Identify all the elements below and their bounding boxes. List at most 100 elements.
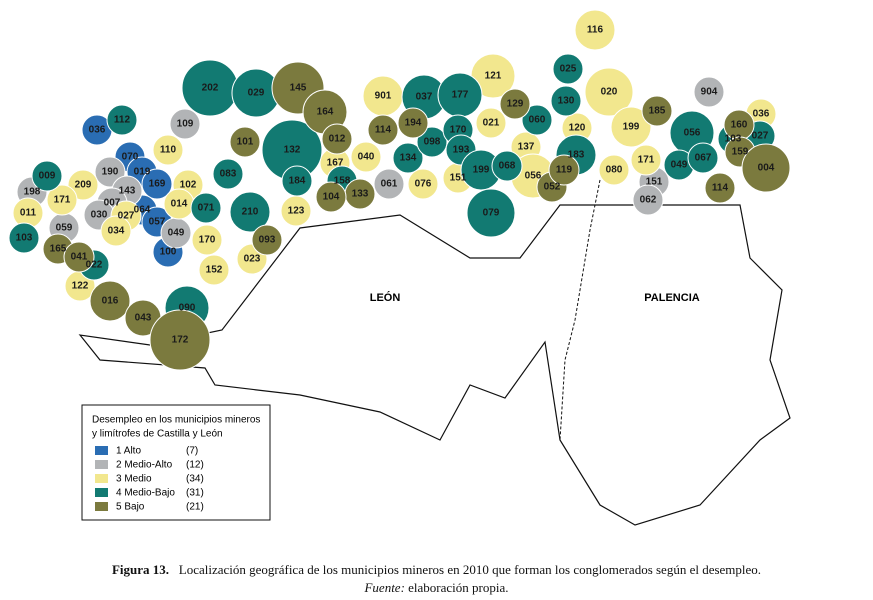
municipality-code: 056 bbox=[684, 128, 701, 139]
legend-count: (31) bbox=[186, 488, 204, 499]
municipality-code: 164 bbox=[317, 107, 334, 118]
municipality bbox=[687, 142, 719, 174]
municipality-code: 194 bbox=[405, 118, 422, 129]
municipality-code: 129 bbox=[507, 99, 524, 110]
municipality-code: 901 bbox=[375, 91, 392, 102]
municipality-code: 083 bbox=[220, 169, 237, 180]
municipality bbox=[321, 123, 353, 155]
municipality-code: 143 bbox=[119, 186, 136, 197]
municipality-code: 049 bbox=[168, 228, 185, 239]
municipality-code: 057 bbox=[149, 217, 166, 228]
legend-swatch bbox=[95, 460, 108, 469]
municipality-code: 198 bbox=[24, 187, 41, 198]
municipality-code: 119 bbox=[556, 165, 573, 176]
municipality bbox=[550, 85, 582, 117]
municipality bbox=[367, 114, 399, 146]
municipality-code: 007 bbox=[104, 198, 121, 209]
municipality-code: 100 bbox=[160, 247, 177, 258]
municipality-code: 067 bbox=[695, 153, 712, 164]
municipality bbox=[89, 280, 131, 322]
municipality-code: 210 bbox=[242, 207, 259, 218]
municipality-code: 036 bbox=[89, 125, 106, 136]
caption-label: Figura 13. bbox=[111, 562, 169, 577]
municipality bbox=[63, 241, 95, 273]
region-label: LEÓN bbox=[370, 291, 401, 304]
municipality-code: 193 bbox=[453, 145, 470, 156]
legend-count: (34) bbox=[186, 474, 204, 485]
municipality bbox=[641, 95, 673, 127]
municipality-code: 059 bbox=[56, 223, 73, 234]
municipality-code: 133 bbox=[352, 189, 369, 200]
municipality-code: 064 bbox=[134, 205, 151, 216]
municipality-code: 130 bbox=[558, 96, 575, 107]
municipality bbox=[141, 168, 173, 200]
municipality-code: 016 bbox=[102, 296, 119, 307]
municipality bbox=[46, 184, 78, 216]
municipality-code: 034 bbox=[108, 226, 125, 237]
municipality-code: 199 bbox=[473, 165, 490, 176]
municipality-code: 171 bbox=[638, 155, 655, 166]
municipality-code: 184 bbox=[289, 176, 306, 187]
municipality-code: 049 bbox=[671, 160, 688, 171]
municipality bbox=[548, 154, 580, 186]
municipality bbox=[212, 158, 244, 190]
municipality-code: 056 bbox=[525, 171, 542, 182]
municipality-code: 183 bbox=[568, 150, 585, 161]
municipality-code: 030 bbox=[91, 210, 108, 221]
municipality bbox=[574, 9, 616, 51]
municipality-code: 020 bbox=[601, 87, 618, 98]
municipality bbox=[704, 172, 736, 204]
municipality bbox=[598, 154, 630, 186]
municipality bbox=[149, 309, 211, 371]
municipality-code: 165 bbox=[50, 244, 67, 255]
municipality bbox=[584, 67, 634, 117]
municipality bbox=[407, 168, 439, 200]
municipality bbox=[315, 181, 347, 213]
municipality bbox=[31, 160, 63, 192]
municipality-code: 185 bbox=[649, 106, 666, 117]
municipality bbox=[198, 254, 230, 286]
municipality-code: 202 bbox=[202, 83, 219, 94]
municipality bbox=[632, 184, 664, 216]
municipality-code: 043 bbox=[135, 313, 152, 324]
legend-box bbox=[81, 404, 271, 521]
municipality bbox=[499, 88, 531, 120]
municipality-code: 121 bbox=[485, 71, 502, 82]
municipality-code: 160 bbox=[731, 120, 748, 131]
legend-label: 5 Bajo bbox=[116, 502, 145, 513]
municipality-code: 027 bbox=[752, 131, 769, 142]
legend-title: Desempleo en los municipios mineros bbox=[92, 415, 260, 426]
municipality-code: 120 bbox=[569, 123, 586, 134]
municipality-code: 190 bbox=[102, 167, 119, 178]
legend-count: (7) bbox=[186, 446, 198, 457]
municipality-code: 114 bbox=[712, 183, 729, 194]
municipality-code: 114 bbox=[375, 125, 392, 136]
municipality-code: 004 bbox=[758, 163, 775, 174]
municipality bbox=[152, 134, 184, 166]
municipality-code: 060 bbox=[529, 115, 546, 126]
municipality-code: 062 bbox=[640, 195, 657, 206]
municipality bbox=[373, 168, 405, 200]
municipality-code: 011 bbox=[20, 208, 37, 219]
municipality-code: 021 bbox=[483, 118, 500, 129]
legend-count: (12) bbox=[186, 460, 204, 471]
municipality-code: 151 bbox=[450, 173, 467, 184]
municipality-code: 151 bbox=[646, 177, 663, 188]
municipality-code: 145 bbox=[290, 83, 307, 94]
legend-swatch bbox=[95, 446, 108, 455]
municipality-code: 112 bbox=[114, 115, 131, 126]
municipality-code: 068 bbox=[499, 161, 516, 172]
legend-label: 2 Medio-Alto bbox=[116, 460, 173, 471]
map: 0360700191690641000571091981901430070300… bbox=[8, 9, 791, 526]
municipality-code: 093 bbox=[259, 235, 276, 246]
municipality-code: 199 bbox=[623, 122, 640, 133]
municipality bbox=[466, 188, 516, 238]
municipality bbox=[693, 76, 725, 108]
province-border bbox=[559, 179, 601, 441]
municipality-code: 090 bbox=[179, 303, 196, 314]
municipality-code: 904 bbox=[701, 87, 718, 98]
municipality-code: 132 bbox=[284, 145, 301, 156]
municipality-code: 098 bbox=[424, 137, 441, 148]
region-label: PALENCIA bbox=[644, 292, 699, 304]
municipality bbox=[229, 191, 271, 233]
